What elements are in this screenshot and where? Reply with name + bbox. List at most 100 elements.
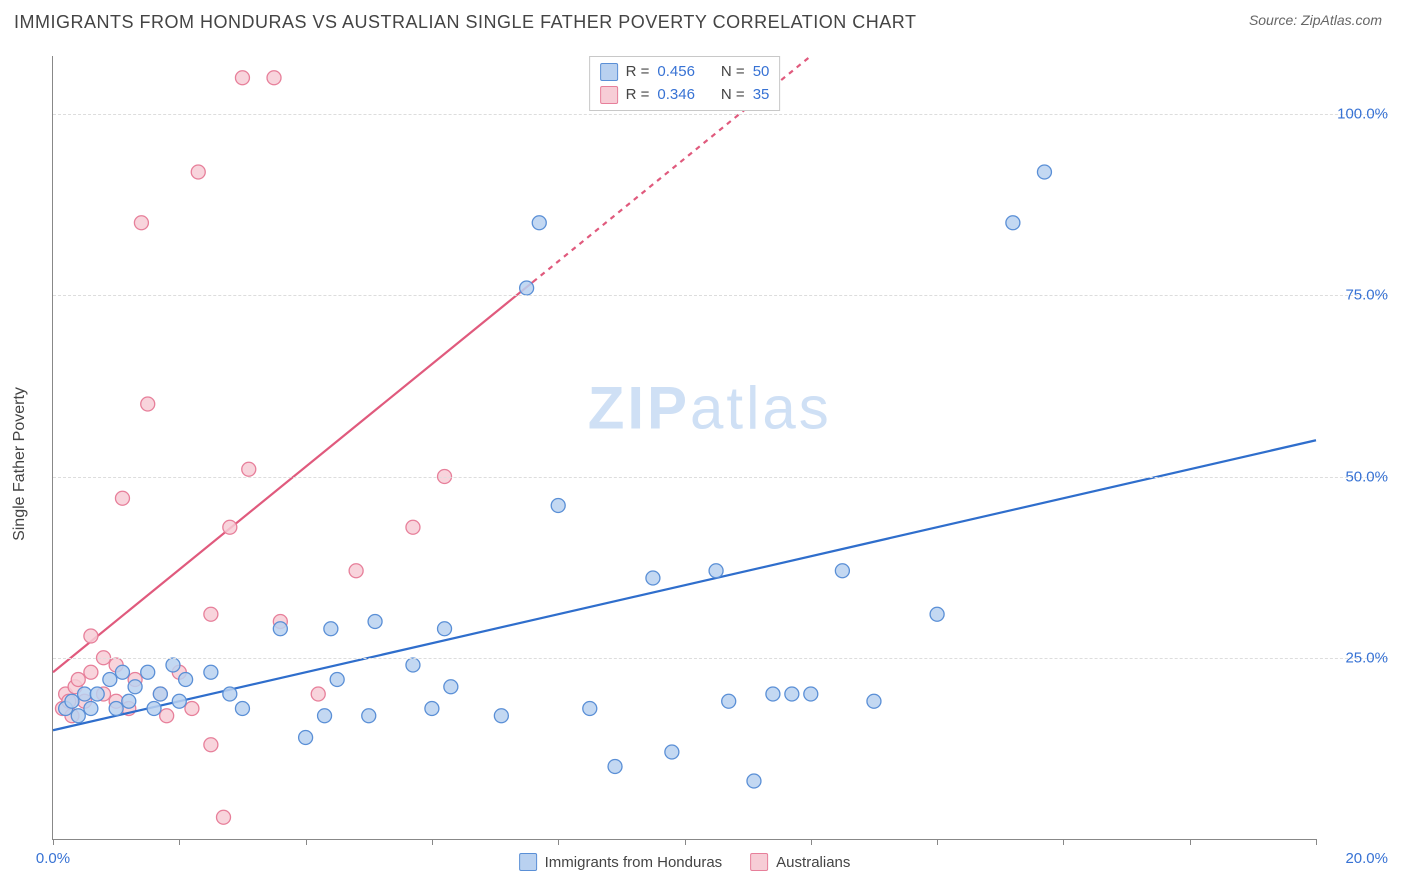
data-point [747, 774, 761, 788]
data-point [71, 709, 85, 723]
data-point [166, 658, 180, 672]
data-point [153, 687, 167, 701]
plot-svg [53, 56, 1316, 839]
legend-swatch [519, 853, 537, 871]
data-point [299, 731, 313, 745]
data-point [532, 216, 546, 230]
data-point [71, 673, 85, 687]
data-point [709, 564, 723, 578]
y-tick-label: 75.0% [1324, 287, 1388, 304]
r-label: R = [626, 61, 650, 84]
n-value: 35 [753, 84, 770, 107]
x-tick [306, 839, 307, 845]
x-tick [685, 839, 686, 845]
data-point [722, 694, 736, 708]
legend-row: R = 0.346 N = 35 [600, 84, 770, 107]
chart-title: IMMIGRANTS FROM HONDURAS VS AUSTRALIAN S… [14, 12, 916, 33]
data-point [349, 564, 363, 578]
data-point [646, 571, 660, 585]
data-point [804, 687, 818, 701]
gridline [53, 295, 1388, 296]
n-label: N = [721, 84, 745, 107]
r-value: 0.456 [657, 61, 695, 84]
data-point [84, 629, 98, 643]
data-point [273, 622, 287, 636]
y-tick-label: 25.0% [1324, 649, 1388, 666]
legend-item: Immigrants from Honduras [519, 853, 723, 871]
data-point [103, 673, 117, 687]
x-tick [53, 839, 54, 845]
x-tick [558, 839, 559, 845]
legend-label: Australians [776, 854, 850, 871]
x-tick [432, 839, 433, 845]
data-point [235, 702, 249, 716]
data-point [223, 520, 237, 534]
data-point [223, 687, 237, 701]
data-point [185, 702, 199, 716]
series-legend: Immigrants from Honduras Australians [519, 853, 851, 871]
data-point [242, 462, 256, 476]
data-point [128, 680, 142, 694]
data-point [115, 665, 129, 679]
chart-container: Single Father Poverty ZIPatlas R =0.456N… [24, 48, 1396, 880]
data-point [204, 738, 218, 752]
x-tick [1190, 839, 1191, 845]
data-point [311, 687, 325, 701]
data-point [78, 687, 92, 701]
data-point [141, 397, 155, 411]
data-point [930, 607, 944, 621]
n-label: N = [721, 61, 745, 84]
data-point [551, 499, 565, 513]
x-tick [937, 839, 938, 845]
data-point [318, 709, 332, 723]
y-axis-label: Single Father Poverty [11, 387, 29, 541]
data-point [330, 673, 344, 687]
data-point [425, 702, 439, 716]
gridline [53, 477, 1388, 478]
data-point [134, 216, 148, 230]
data-point [835, 564, 849, 578]
x-tick [1063, 839, 1064, 845]
data-point [122, 694, 136, 708]
data-point [160, 709, 174, 723]
data-point [583, 702, 597, 716]
data-point [785, 687, 799, 701]
data-point [65, 694, 79, 708]
data-point [406, 520, 420, 534]
legend-swatch [750, 853, 768, 871]
data-point [362, 709, 376, 723]
data-point [90, 687, 104, 701]
data-point [191, 165, 205, 179]
data-point [406, 658, 420, 672]
r-label: R = [626, 84, 650, 107]
data-point [1006, 216, 1020, 230]
y-tick-label: 50.0% [1324, 468, 1388, 485]
gridline [53, 658, 1388, 659]
data-point [665, 745, 679, 759]
data-point [766, 687, 780, 701]
x-tick [811, 839, 812, 845]
data-point [179, 673, 193, 687]
x-tick-label: 20.0% [1324, 850, 1388, 867]
x-tick-label: 0.0% [36, 850, 70, 867]
data-point [608, 760, 622, 774]
data-point [84, 665, 98, 679]
data-point [444, 680, 458, 694]
legend-label: Immigrants from Honduras [545, 854, 723, 871]
data-point [84, 702, 98, 716]
data-point [494, 709, 508, 723]
x-tick [1316, 839, 1317, 845]
source-label: Source: ZipAtlas.com [1249, 12, 1382, 28]
legend-swatch [600, 63, 618, 81]
data-point [109, 702, 123, 716]
legend-swatch [600, 86, 618, 104]
data-point [1037, 165, 1051, 179]
x-tick [179, 839, 180, 845]
legend-row: R =0.456N =50 [600, 61, 770, 84]
data-point [115, 491, 129, 505]
data-point [204, 607, 218, 621]
data-point [147, 702, 161, 716]
data-point [368, 615, 382, 629]
data-point [438, 622, 452, 636]
r-value: 0.346 [657, 84, 695, 107]
